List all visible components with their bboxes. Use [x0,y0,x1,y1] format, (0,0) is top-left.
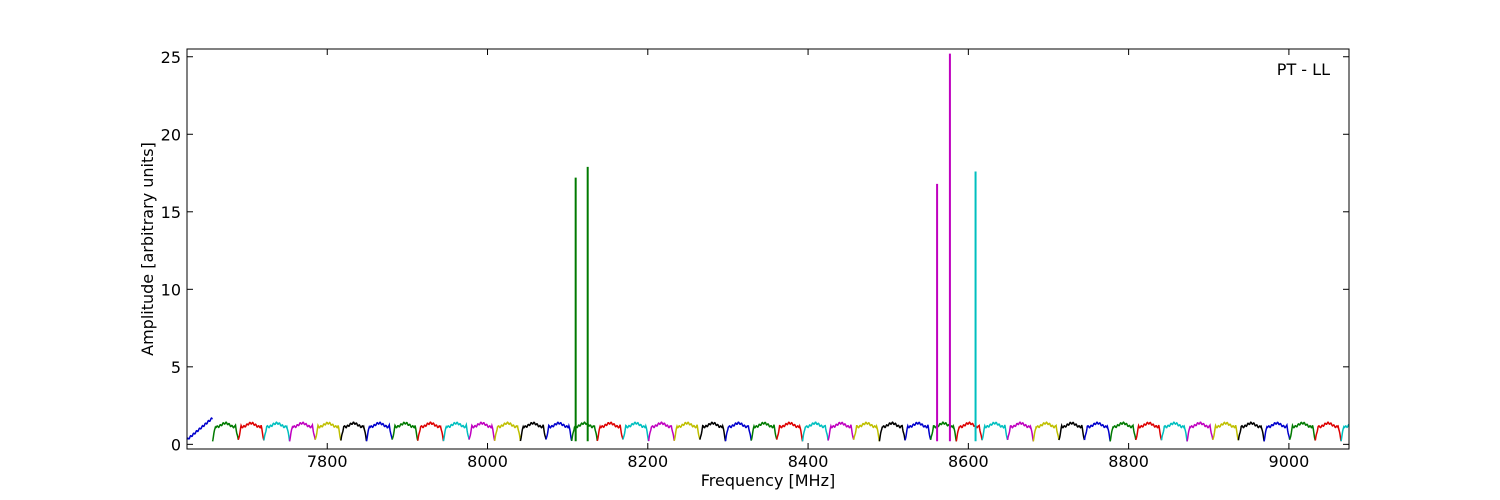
channel-series-line [1212,421,1240,441]
y-tick-label: 5 [171,358,181,377]
channel-series-line [801,421,829,442]
channel-series-line [981,421,1009,441]
y-tick-label: 10 [161,280,181,299]
channel-series-line [1340,423,1350,442]
x-tick-label: 8600 [948,452,989,471]
channel-series-line [493,421,522,442]
x-tick-label: 9000 [1269,452,1310,471]
y-axis-label: Amplitude [arbitrary units] [138,142,157,356]
spike-layer [574,53,977,442]
x-axis-label: Frequency [MHz] [701,471,835,490]
channel-series-line [237,421,265,441]
channel-series-line [1263,421,1291,442]
x-tick-label: 8000 [467,452,508,471]
x-tick-label: 7800 [307,452,348,471]
channel-series-line [1109,421,1137,442]
channel-series-line [1006,421,1035,442]
channel-series-line [673,421,701,441]
channel-series-line [929,421,958,442]
channel-series-line [596,421,624,442]
channel-series-line [442,421,470,442]
x-tick-label: 8400 [788,452,829,471]
series-layer [186,417,1350,442]
channel-series-line [365,421,393,442]
x-tick-label: 8200 [627,452,668,471]
channel-series-line [391,421,419,441]
y-axis-ticks: 0 5 10 15 20 25 [161,48,1349,454]
channel-series-line [288,421,316,442]
channel-series-line [776,421,804,442]
y-tick-label: 0 [171,435,181,454]
channel-series-line [1314,421,1342,442]
channel-series-line [1135,421,1163,441]
channel-series-line [1186,421,1214,442]
channel-series-line [647,421,675,442]
channel-series-line [1032,421,1060,442]
x-tick-label: 8800 [1108,452,1149,471]
y-tick-label: 20 [161,125,181,144]
channel-series-line [878,421,906,442]
channel-series-line [340,421,368,442]
channel-series-line [1288,421,1317,441]
plot-frame [186,48,1350,450]
channel-series-line [955,421,983,442]
channel-series-line [1058,421,1086,441]
channel-series-line [186,417,213,440]
channel-series-line [417,421,445,442]
channel-series-line [724,421,752,442]
channel-series-line [1237,421,1265,442]
channel-series-line [750,421,778,441]
y-tick-label: 15 [161,203,181,222]
channel-series-line [827,421,855,441]
channel-series-line [1083,421,1111,442]
channel-series-line [622,421,650,442]
panel-annotation: PT - LL [1277,60,1330,79]
channel-series-line [545,421,573,442]
channel-series-line [699,421,727,442]
channel-series-line [263,421,291,442]
channel-series-line [519,421,547,442]
y-tick-label: 25 [161,48,181,67]
channel-series-line [211,421,240,442]
channel-series-line [904,421,932,441]
channel-series-line [852,421,881,442]
x-axis-ticks: 7800 8000 8200 8400 8600 8800 9000 [307,49,1309,471]
channel-series-line [314,421,342,441]
channel-series-line [1160,421,1188,442]
channel-series-line [468,421,496,441]
